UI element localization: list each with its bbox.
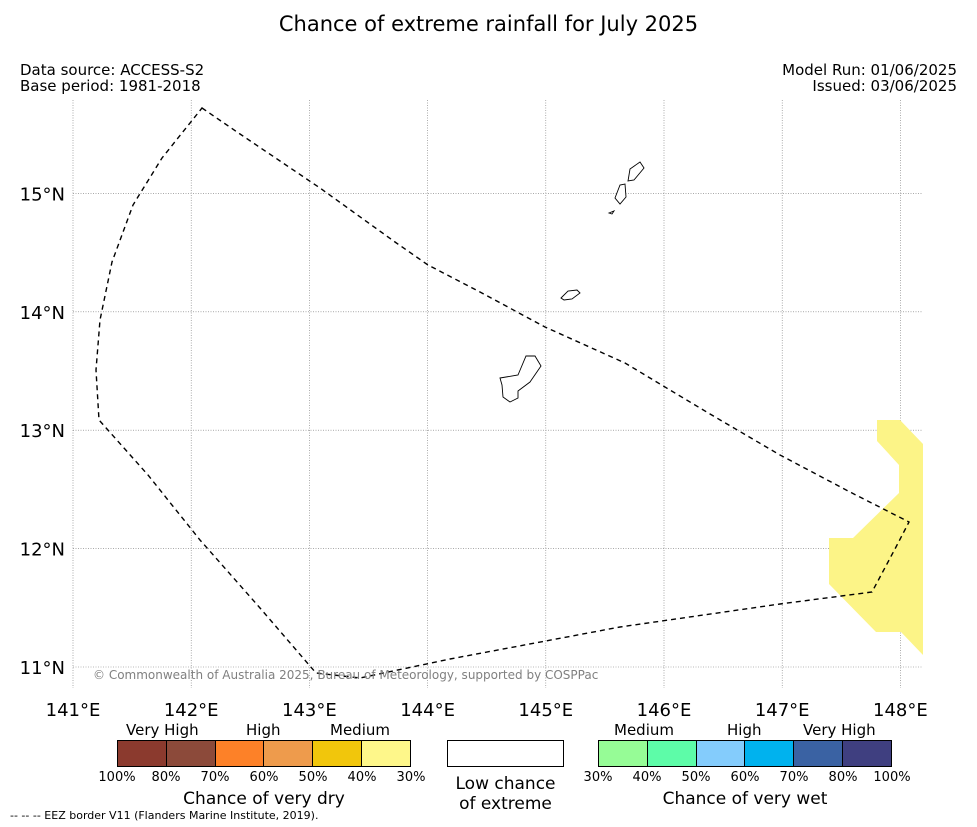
wet-tick-label: 50% <box>681 770 711 785</box>
island-tinian <box>614 183 627 205</box>
dry-colorbar-segment <box>214 741 264 766</box>
map-title: Chance of extreme rainfall for July 2025 <box>278 12 699 36</box>
data-source-text: Data source: ACCESS-S2 <box>20 61 205 79</box>
wet-colorbar-segment <box>599 741 647 766</box>
dry-colorbar-segment <box>312 741 362 766</box>
wet-colorbar <box>598 740 892 767</box>
rainfall-anomaly-area <box>829 420 923 655</box>
wet-colorbar-segment <box>793 741 843 766</box>
dry-colorbar-segment <box>165 741 215 766</box>
dry-cat-high: High <box>246 721 281 739</box>
model-run-text: Model Run: 01/06/2025 <box>782 61 957 79</box>
x-tick-label: 143°E <box>282 700 337 720</box>
wet-tick-label: 40% <box>632 770 662 785</box>
gridlines <box>72 100 923 688</box>
dry-cat-very-high: Very High <box>126 721 199 739</box>
dry-colorbar <box>117 740 411 767</box>
eez-border <box>95 107 910 679</box>
dry-tick-label: 80% <box>151 770 181 785</box>
wet-tick-label: 60% <box>730 770 760 785</box>
wet-colorbar-segment <box>695 741 745 766</box>
y-tick-label: 15°N <box>20 184 65 205</box>
wet-cat-high: High <box>727 721 762 739</box>
dry-colorbar-segment <box>361 741 410 766</box>
x-tick-label: 142°E <box>164 700 219 720</box>
dry-tick-label: 60% <box>249 770 279 785</box>
island-saipan <box>627 161 645 182</box>
wet-colorbar-segment <box>646 741 696 766</box>
wet-colorbar-title: Chance of very wet <box>662 789 828 809</box>
wet-cat-very-high: Very High <box>803 721 876 739</box>
wet-tick-label: 80% <box>828 770 858 785</box>
x-axis-labels: 141°E 142°E 143°E 144°E 145°E 146°E 147°E 148°E <box>46 700 928 720</box>
island-guam <box>499 355 542 403</box>
low-chance-label: Low chance of extreme <box>437 774 574 814</box>
dry-colorbar-segment <box>118 741 166 766</box>
issued-text: Issued: 03/06/2025 <box>812 77 957 95</box>
dry-cat-medium: Medium <box>330 721 390 739</box>
low-chance-box <box>447 740 564 767</box>
y-tick-label: 11°N <box>20 658 65 679</box>
low-chance-line2: of extreme <box>459 794 552 814</box>
dry-tick-label: 50% <box>298 770 328 785</box>
eez-footnote: -- -- -- EEZ border V11 (Flanders Marine… <box>10 809 319 822</box>
wet-tick-label: 30% <box>583 770 613 785</box>
dry-tick-label: 30% <box>396 770 426 785</box>
y-tick-label: 12°N <box>20 540 65 561</box>
y-tick-label: 14°N <box>20 303 65 324</box>
meta-right: Model Run: 01/06/2025 Issued: 03/06/2025 <box>782 62 957 94</box>
island-rota <box>560 289 581 301</box>
wet-tick-label: 70% <box>779 770 809 785</box>
dry-colorbar-title: Chance of very dry <box>183 789 345 809</box>
wet-tick-label: 100% <box>873 770 911 785</box>
copyright-text: © Commonwealth of Australia 2025, Bureau… <box>93 668 598 682</box>
x-tick-label: 147°E <box>755 700 810 720</box>
wet-colorbar-segment <box>744 741 794 766</box>
x-tick-label: 148°E <box>873 700 928 720</box>
x-tick-label: 144°E <box>400 700 455 720</box>
x-tick-label: 141°E <box>46 700 101 720</box>
dry-tick-label: 70% <box>200 770 230 785</box>
wet-cat-medium: Medium <box>614 721 674 739</box>
wet-colorbar-segment <box>842 741 891 766</box>
dry-colorbar-segment <box>263 741 313 766</box>
meta-left: Data source: ACCESS-S2 Base period: 1981… <box>20 62 204 94</box>
dry-tick-label: 100% <box>98 770 136 785</box>
y-tick-label: 13°N <box>20 421 65 442</box>
y-axis-labels: 11°N 12°N 13°N 14°N 15°N <box>20 184 65 679</box>
base-period-text: Base period: 1981-2018 <box>20 77 201 95</box>
map-plot: © Commonwealth of Australia 2025, Bureau… <box>20 100 928 720</box>
low-chance-line1: Low chance <box>455 774 556 794</box>
island-aguijan <box>607 210 616 215</box>
x-tick-label: 146°E <box>637 700 692 720</box>
x-tick-label: 145°E <box>518 700 573 720</box>
dry-tick-label: 40% <box>347 770 377 785</box>
